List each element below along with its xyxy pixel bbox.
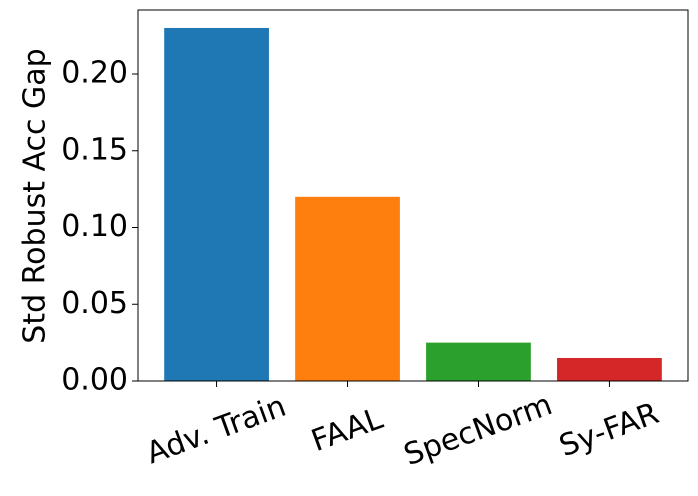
bar — [295, 196, 400, 381]
y-tick-label: 0.10 — [61, 209, 128, 244]
y-tick-label: 0.05 — [61, 286, 128, 321]
y-tick-label: 0.15 — [61, 132, 128, 167]
y-tick-label: 0.20 — [61, 56, 128, 91]
bar — [164, 27, 269, 381]
bar — [426, 342, 531, 381]
x-tick-label: Adv. Train — [142, 389, 291, 472]
x-tick-label: SpecNorm — [399, 387, 557, 473]
y-axis-label: Std Robust Acc Gap — [18, 48, 53, 343]
y-tick-label: 0.00 — [61, 363, 128, 398]
plot-frame — [137, 9, 689, 382]
x-tick-label: FAAL — [307, 401, 388, 459]
bar — [557, 357, 662, 381]
x-tick-label: Sy-FAR — [555, 396, 664, 464]
